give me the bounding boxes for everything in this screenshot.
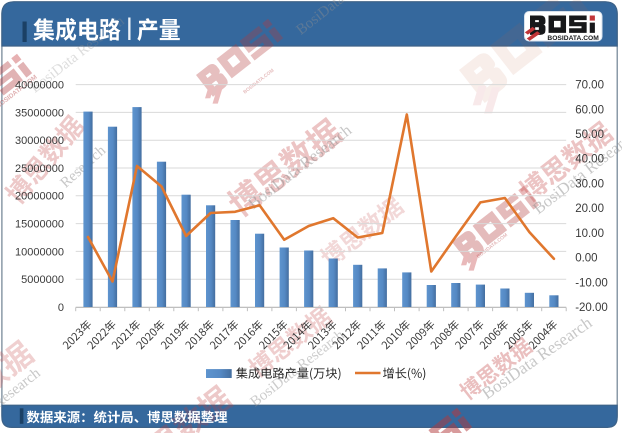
svg-text:5000000: 5000000 bbox=[21, 274, 64, 286]
svg-text:0: 0 bbox=[58, 302, 64, 314]
svg-text:30.00: 30.00 bbox=[575, 178, 604, 190]
svg-text:30000000: 30000000 bbox=[15, 135, 64, 147]
svg-text:15000000: 15000000 bbox=[15, 219, 64, 231]
svg-text:10.00: 10.00 bbox=[575, 228, 604, 240]
svg-text:25000000: 25000000 bbox=[15, 163, 64, 175]
svg-text:20000000: 20000000 bbox=[15, 191, 64, 203]
svg-text:70.00: 70.00 bbox=[575, 80, 604, 92]
svg-text:60.00: 60.00 bbox=[575, 104, 604, 116]
svg-text:-20.00: -20.00 bbox=[575, 302, 608, 314]
svg-text:50.00: 50.00 bbox=[575, 129, 604, 141]
svg-text:-10.00: -10.00 bbox=[575, 277, 608, 289]
svg-text:40000000: 40000000 bbox=[15, 80, 64, 92]
svg-text:40.00: 40.00 bbox=[575, 154, 604, 166]
svg-text:20.00: 20.00 bbox=[575, 203, 604, 215]
svg-text:35000000: 35000000 bbox=[15, 107, 64, 119]
svg-text:0.00: 0.00 bbox=[575, 253, 597, 265]
svg-text:10000000: 10000000 bbox=[15, 246, 64, 258]
